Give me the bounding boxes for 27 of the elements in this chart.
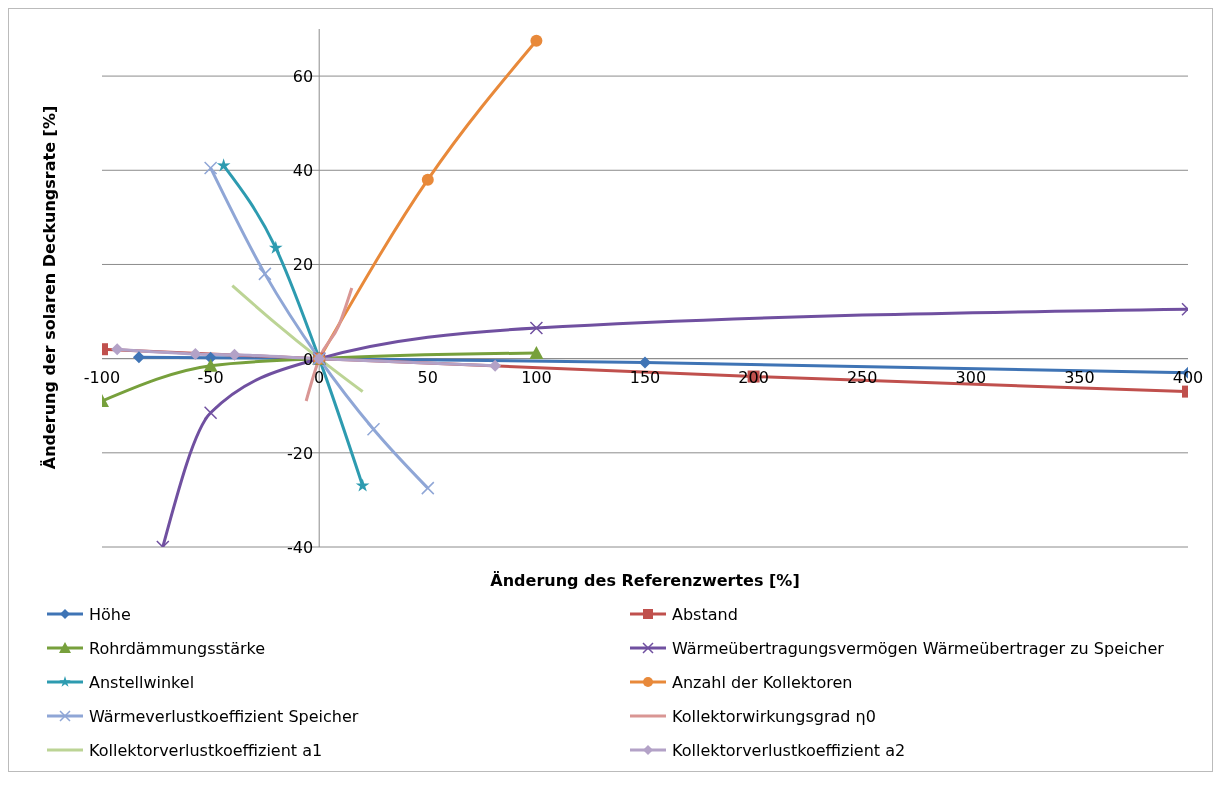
x-tick-label: 350	[1064, 367, 1095, 387]
x-tick-label: 300	[955, 367, 987, 387]
x-tick-label: -100	[83, 367, 121, 387]
x-tick-label: 100	[521, 367, 552, 387]
y-tick-label: -20	[287, 443, 314, 463]
legend-label: Kollektorwirkungsgrad η0	[672, 706, 876, 726]
y-tick-label: -40	[287, 538, 314, 557]
x-tick-label: 150	[629, 367, 661, 387]
legend-label: Abstand	[672, 604, 738, 624]
x-tick-label: 400	[1172, 367, 1204, 387]
x-tick-label: -50	[197, 367, 224, 387]
x-axis-title: Änderung des Referenzwertes [%]	[489, 571, 801, 590]
y-axis-title: Änderung der solaren Deckungsrate [%]	[39, 104, 59, 472]
legend-label: Anzahl der Kollektoren	[672, 672, 853, 692]
y-tick-label: 60	[292, 67, 314, 87]
y-tick-label: 40	[292, 161, 314, 181]
y-tick-label: 0	[303, 349, 314, 369]
legend-label: Wärmeübertragungsvermögen Wärmeübertrager zu Speicher	[672, 638, 1164, 658]
y-tick-label: 20	[292, 255, 314, 275]
legend-label: Kollektorverlustkoeffizient a2	[672, 740, 906, 760]
legend-label: Kollektorverlustkoeffizient a1	[89, 740, 323, 760]
x-tick-label: 50	[417, 367, 438, 387]
legend-label: Höhe	[89, 604, 131, 624]
legend-label: Wärmeverlustkoeffizient Speicher	[89, 706, 359, 726]
legend-label: Anstellwinkel	[89, 672, 195, 692]
legend-label: Rohrdämmungsstärke	[89, 638, 266, 658]
x-tick-label: 200	[738, 367, 769, 387]
